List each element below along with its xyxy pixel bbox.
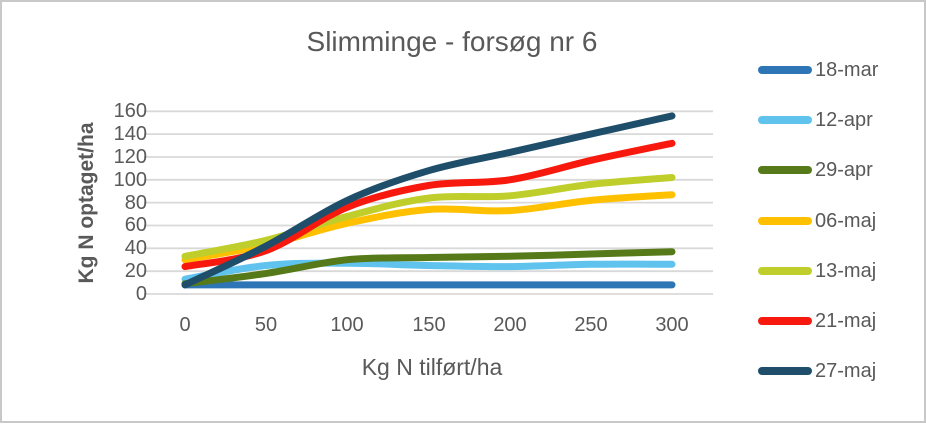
y-tick-label: 60: [124, 214, 147, 236]
legend-swatch-icon: [758, 367, 812, 375]
legend-swatch-icon: [758, 317, 812, 325]
x-tick-label: 200: [493, 314, 527, 336]
legend-swatch-icon: [758, 116, 812, 124]
x-axis-title: Kg N tilført/ha: [361, 354, 503, 380]
y-tick-label: 0: [135, 283, 147, 305]
legend-item-12-apr: 12-apr: [758, 106, 873, 134]
series-line-29-apr: [181, 248, 676, 288]
legend-label: 29-apr: [815, 158, 873, 181]
legend-label: 27-maj: [815, 359, 877, 382]
legend-item-27-maj: 27-maj: [758, 357, 876, 385]
legend-item-29-apr: 29-apr: [758, 156, 873, 184]
series-line-12-apr: [181, 259, 676, 283]
chart-title: Slimminge - forsøg nr 6: [306, 26, 598, 57]
y-tick-label: 160: [113, 100, 147, 122]
x-tick-label: 0: [179, 314, 191, 336]
x-tick-label: 100: [330, 314, 364, 336]
legend-swatch-icon: [758, 66, 812, 74]
series-line-13-maj: [181, 174, 676, 260]
legend-label: 12-apr: [815, 108, 873, 131]
x-tick-label: 150: [412, 314, 446, 336]
y-tick-label: 100: [113, 169, 147, 191]
legend-item-06-maj: 06-maj: [758, 207, 876, 235]
legend-swatch-icon: [758, 267, 812, 275]
y-tick-label: 80: [124, 192, 147, 214]
y-tick-label: 40: [124, 237, 147, 259]
chart-legend: 18-mar 12-apr 29-apr 06-maj 13-maj 21-maj 27-m…: [754, 2, 926, 425]
legend-swatch-icon: [758, 217, 812, 225]
legend-item-18-mar: 18-mar: [758, 56, 878, 84]
legend-item-13-maj: 13-maj: [758, 257, 876, 285]
y-tick-label: 140: [113, 123, 147, 145]
x-tick-label: 300: [655, 314, 689, 336]
y-tick-label: 20: [124, 260, 147, 282]
x-tick-label: 50: [254, 314, 278, 336]
legend-item-21-maj: 21-maj: [758, 307, 876, 335]
legend-label: 21-maj: [815, 309, 877, 332]
legend-label: 18-mar: [815, 58, 879, 81]
y-tick-label: 120: [113, 146, 147, 168]
legend-label: 13-maj: [815, 259, 877, 282]
legend-swatch-icon: [758, 166, 812, 174]
legend-label: 06-maj: [815, 209, 877, 232]
series-line-21-maj: [181, 139, 676, 271]
series-line-27-maj: [181, 112, 676, 289]
x-tick-label: 250: [574, 314, 608, 336]
